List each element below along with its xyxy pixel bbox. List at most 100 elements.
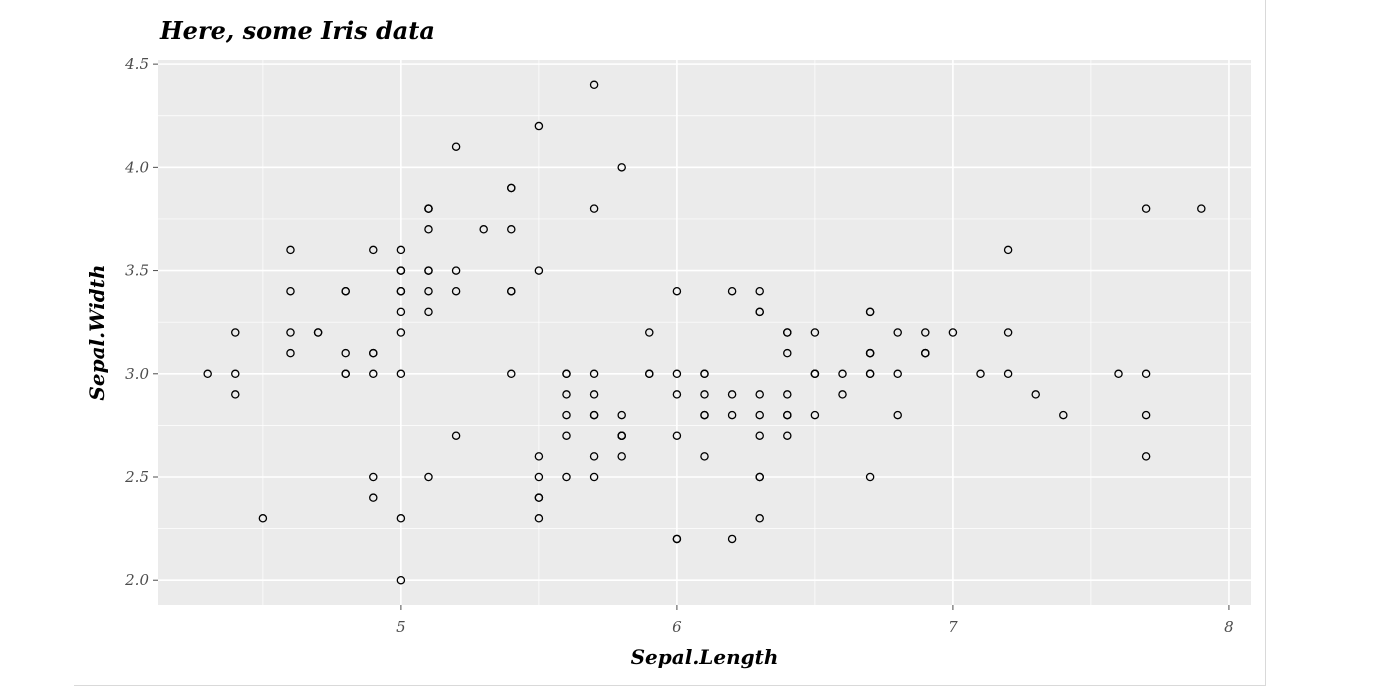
data-point — [755, 286, 764, 296]
data-point — [783, 328, 792, 337]
data-point — [727, 534, 737, 544]
y-axis-title: Sepal.Width — [85, 264, 109, 400]
plot-panel — [158, 60, 1251, 605]
data-point — [507, 286, 516, 296]
x-tick-label: 8 — [1224, 618, 1234, 636]
data-point — [755, 472, 764, 482]
data-point — [369, 348, 378, 358]
data-point — [893, 410, 902, 420]
data-point — [313, 328, 323, 337]
data-point — [617, 431, 626, 440]
y-tick-label: 3.5 — [125, 262, 149, 280]
data-point — [562, 390, 571, 399]
data-point — [589, 410, 599, 420]
data-point — [534, 514, 544, 523]
data-point — [479, 225, 488, 234]
data-point — [396, 369, 406, 379]
data-point — [755, 307, 764, 317]
x-tick-label: 7 — [948, 618, 958, 636]
data-point — [424, 286, 433, 296]
data-point — [231, 328, 240, 337]
grid-lines — [158, 60, 1251, 605]
data-point — [451, 286, 461, 296]
data-point — [534, 452, 544, 461]
data-points — [203, 80, 1206, 585]
data-point — [424, 266, 433, 275]
data-point — [589, 472, 599, 482]
data-point — [976, 369, 985, 379]
data-point — [589, 80, 599, 90]
data-point — [838, 390, 847, 399]
data-point — [396, 266, 406, 275]
data-point — [1003, 245, 1013, 255]
data-point — [783, 431, 792, 440]
y-tick-label: 4.5 — [124, 55, 149, 73]
data-point — [562, 410, 571, 420]
data-point — [617, 452, 626, 461]
data-point — [810, 328, 820, 337]
data-point — [1114, 369, 1123, 379]
data-point — [286, 245, 295, 255]
data-point — [341, 286, 350, 296]
data-point — [507, 225, 516, 234]
data-point — [396, 575, 406, 585]
data-point — [755, 431, 764, 440]
chart-title: Here, some Iris data — [159, 16, 435, 45]
data-point — [507, 183, 516, 193]
data-point — [396, 286, 406, 296]
data-point — [589, 369, 599, 379]
data-point — [672, 390, 682, 399]
data-point — [507, 369, 516, 379]
data-point — [921, 348, 930, 358]
data-point — [865, 472, 875, 482]
data-point — [451, 431, 461, 440]
data-point — [921, 328, 930, 337]
data-point — [534, 472, 544, 482]
data-point — [589, 204, 599, 213]
data-point — [369, 369, 378, 379]
data-point — [1141, 369, 1151, 379]
y-tick-label: 4.0 — [124, 158, 149, 176]
data-point — [341, 348, 350, 358]
data-point — [755, 390, 764, 399]
data-point — [783, 348, 792, 358]
data-point — [1197, 204, 1206, 213]
data-point — [396, 328, 406, 337]
data-point — [645, 328, 654, 337]
data-point — [1003, 328, 1013, 337]
data-point — [258, 514, 268, 523]
data-point — [700, 410, 709, 420]
data-point — [755, 514, 764, 523]
data-point — [865, 307, 875, 317]
y-tick-label: 2.5 — [124, 468, 149, 486]
data-point — [727, 286, 737, 296]
data-point — [451, 266, 461, 275]
data-point — [700, 452, 709, 461]
data-point — [1059, 410, 1068, 420]
data-point — [341, 369, 350, 379]
data-point — [700, 369, 709, 379]
data-point — [645, 369, 654, 379]
data-point — [534, 266, 544, 275]
data-point — [672, 286, 682, 296]
x-axis-title: Sepal.Length — [631, 645, 779, 669]
data-point — [424, 204, 433, 213]
data-point — [589, 390, 599, 399]
data-point — [424, 307, 433, 317]
data-point — [755, 410, 764, 420]
data-point — [369, 245, 378, 255]
data-point — [369, 472, 378, 482]
data-point — [948, 328, 958, 337]
data-point — [865, 348, 875, 358]
data-point — [672, 369, 682, 379]
data-point — [286, 286, 295, 296]
data-point — [727, 410, 737, 420]
data-point — [562, 431, 571, 440]
data-point — [783, 390, 792, 399]
data-point — [700, 390, 709, 399]
data-point — [865, 369, 875, 379]
data-point — [893, 369, 902, 379]
data-point — [1003, 369, 1013, 379]
data-point — [534, 121, 544, 131]
data-point — [424, 225, 433, 234]
